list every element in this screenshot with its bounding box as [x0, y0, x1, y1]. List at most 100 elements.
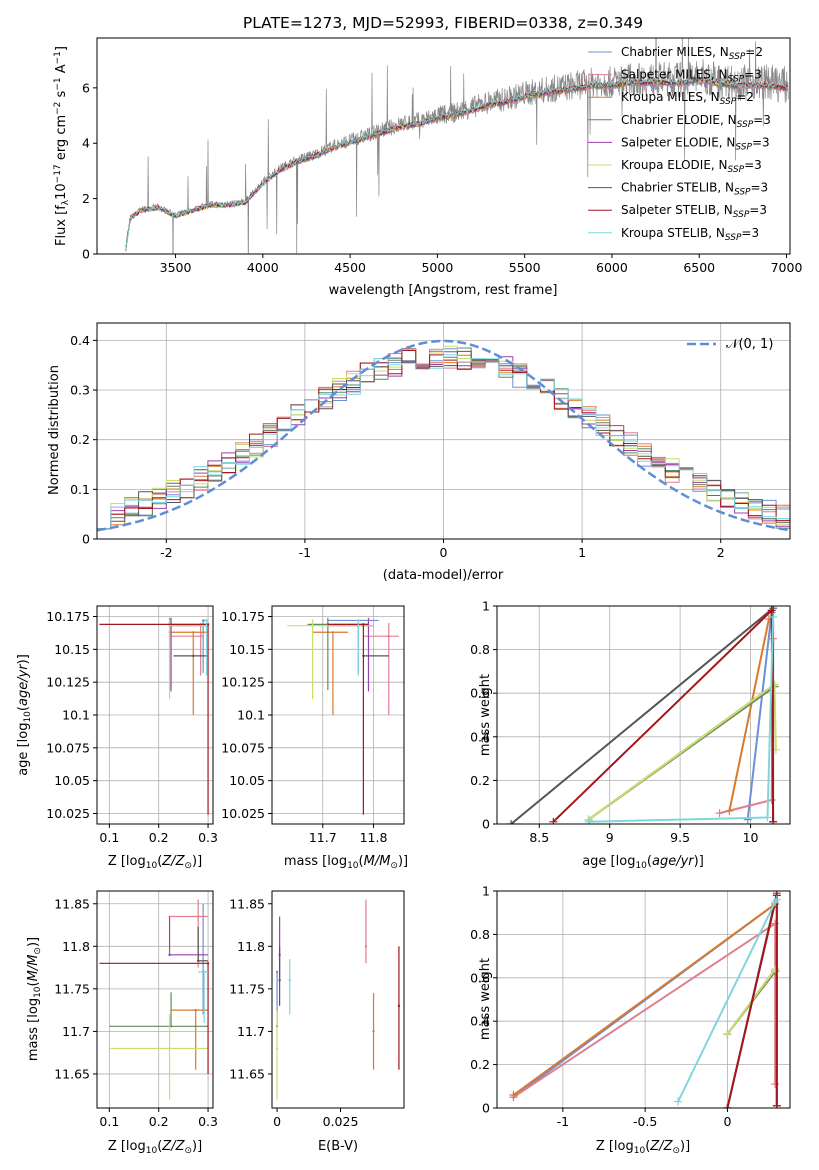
label-part: )] [192, 854, 202, 869]
label-part: =3 [744, 158, 762, 172]
label-part: 10 [146, 1146, 158, 1156]
y-tick-label: 11.65 [54, 1066, 90, 1081]
y-tick-label: 10.05 [229, 773, 265, 788]
label-part: SSP [728, 165, 745, 175]
y-tick-label: 0.8 [470, 927, 490, 942]
data-point [201, 619, 205, 622]
y-tick-label: 0.1 [70, 482, 90, 497]
y-tick-label: 0 [82, 247, 90, 262]
label-part: mass [log [26, 998, 41, 1061]
label-part: Chabrier ELODIE, N [621, 113, 737, 127]
y-tick-label: 0.8 [470, 642, 490, 657]
data-point [206, 623, 210, 626]
legend-entry: Salpeter STELIB, NSSP=3 [621, 203, 767, 220]
y-axis-label: mass weight [478, 958, 493, 1040]
x-axis-label: Z [log10(Z/Z⊙)] [596, 1139, 690, 1156]
label-part: erg cm [54, 115, 69, 164]
label-part: 10 [634, 1146, 646, 1156]
label-part: =3 [741, 226, 759, 240]
x-tick-label: 0 [440, 545, 448, 560]
label-part: ( [359, 854, 364, 869]
y-tick-label: 10.075 [221, 740, 265, 755]
x-tick-label: 4000 [247, 260, 279, 275]
data-point [357, 619, 360, 622]
x-tick-label: 8.5 [529, 830, 549, 845]
weight-line-salpeter-stelib [552, 608, 775, 823]
label-part: SSP [735, 142, 752, 152]
weight-marker [767, 606, 776, 615]
y-tick-label: 10.175 [221, 609, 265, 624]
data-point [387, 635, 390, 638]
x-tick-label: 1 [578, 545, 586, 560]
label-part: ( [157, 1139, 162, 1154]
x-axis-label: age [log10(age/yr)] [582, 854, 704, 871]
label-part: ( [645, 1139, 650, 1154]
label-part: Kroupa STELIB, N [621, 226, 725, 240]
legend-entry: 𝒩(0, 1) [726, 337, 773, 352]
axes-weight-vs-Z: -1 -0.5 0 0 0.2 0.4 0.6 0.8 1 Z [log10(Z/Z⊙)] mass… [470, 884, 791, 1156]
label-part: 10 [23, 711, 33, 723]
label-part: =3 [753, 113, 771, 127]
y-tick-label: 11.8 [237, 939, 265, 954]
weight-marker [763, 813, 772, 822]
data-point [194, 1008, 197, 1012]
x-tick-label: 0 [273, 1114, 281, 1129]
label-part: λ [61, 199, 71, 205]
weight-marker [743, 815, 752, 824]
label-part: ( [647, 854, 652, 869]
y-tick-label: 0.4 [470, 1014, 490, 1029]
x-tick-label: 2 [717, 545, 725, 560]
y-tick-label: 0 [482, 1101, 490, 1116]
weight-marker [725, 806, 734, 815]
data-point [397, 1004, 401, 1008]
data-point [288, 979, 291, 982]
label-part: )] [694, 854, 704, 869]
y-tick-label: 1 [482, 599, 490, 614]
plot-area [509, 891, 781, 1108]
label-part: age [log [582, 854, 635, 869]
data-point [362, 623, 365, 626]
y-axis-label: Normed distribution [47, 365, 62, 495]
label-part: =3 [752, 135, 770, 149]
label-part: )] [680, 1139, 690, 1154]
x-tick-label: 5500 [509, 260, 541, 275]
y-tick-label: 0.2 [470, 773, 490, 788]
weight-marker [769, 612, 778, 621]
label-part: ⊙ [33, 947, 43, 955]
label-part: M/M [26, 955, 41, 982]
label-part: =3 [749, 203, 767, 217]
weight-marker [771, 897, 780, 906]
x-axis-label: wavelength [Angstrom, rest frame] [329, 283, 558, 298]
label-part: 10 [146, 861, 158, 871]
weight-marker [723, 1104, 732, 1108]
x-tick-label: -2 [160, 545, 172, 560]
label-part: Salpeter MILES, N [621, 68, 728, 82]
data-point [168, 1047, 171, 1050]
y-tick-label: 11.75 [229, 981, 265, 996]
data-point [278, 979, 281, 982]
x-axis-label: mass [log10(M/M⊙)] [284, 854, 408, 871]
x-tick-label: 9.5 [670, 830, 690, 845]
model-spectrum-kroupa-stelib [125, 76, 789, 251]
x-tick-label: -1 [557, 1114, 569, 1129]
label-part: Flux [f [54, 205, 69, 246]
label-part: SSP [729, 52, 746, 62]
plot-area [275, 899, 401, 1100]
axes-age-vs-Z: 0.1 0.2 0.3 10.025 10.05 10.075 10.1 10.125 10.1… [16, 605, 218, 871]
y-tick-label: 10.05 [54, 773, 90, 788]
label-part: age/yr [16, 663, 31, 706]
data-point [275, 970, 279, 974]
plot-area [287, 617, 399, 815]
y-tick-label: 10.125 [46, 675, 90, 690]
x-axis-label: E(B-V) [318, 1139, 358, 1154]
label-part: 10 [347, 861, 359, 871]
weight-marker [772, 1101, 781, 1108]
weight-marker [674, 1097, 683, 1106]
label-part: age [log [16, 723, 31, 776]
label-part: ⊙ [184, 1146, 192, 1156]
label-part: −1 [53, 51, 63, 64]
y-tick-label: 6 [82, 80, 90, 95]
weight-marker [509, 1090, 518, 1099]
plot-area [97, 339, 790, 532]
